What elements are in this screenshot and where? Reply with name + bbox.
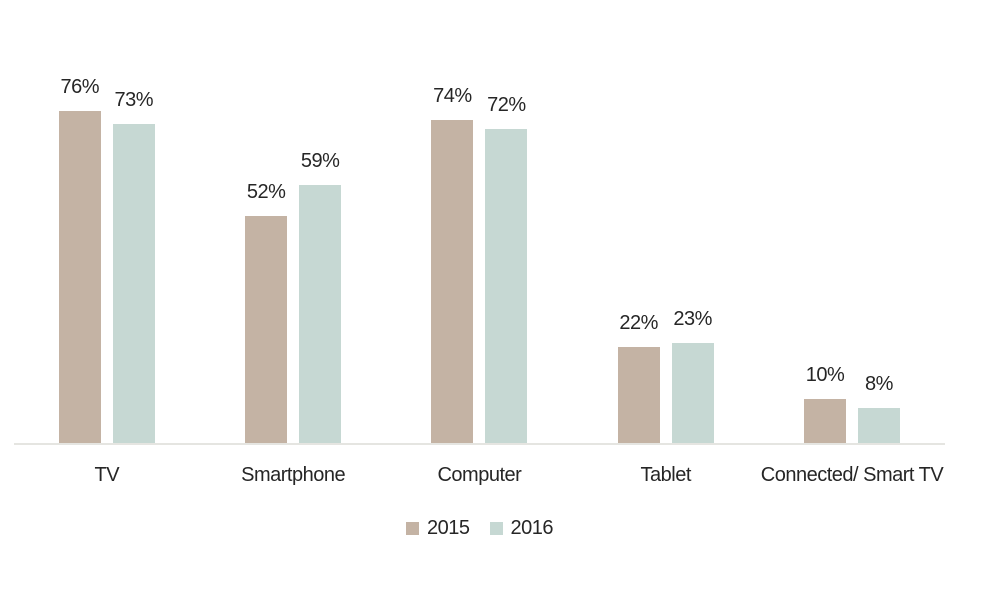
value-label-2015-connected-smart-tv: 10% xyxy=(805,364,845,386)
bar-2015-tv xyxy=(58,111,101,443)
value-label-2016-tablet: 23% xyxy=(673,308,712,330)
value-label-2016-smartphone: 59% xyxy=(300,150,340,172)
value-label-2015-smartphone: 52% xyxy=(246,181,286,203)
x-axis-line xyxy=(14,443,945,445)
category-label-tv: TV xyxy=(94,464,120,486)
category-label-connected-smart-tv: Connected/ Smart TV xyxy=(760,464,944,486)
bar-2016-tv xyxy=(112,124,155,443)
category-label-smartphone: Smartphone xyxy=(241,464,346,486)
value-label-2015-tablet: 22% xyxy=(619,312,658,334)
category-label-tablet: Tablet xyxy=(640,464,692,486)
bar-2015-smartphone xyxy=(245,216,288,443)
bar-2016-tablet xyxy=(671,343,714,443)
plot-area: 76% 73% 52% 59% 74% 72% 22% 23% 10% 8% xyxy=(58,76,900,443)
value-label-2016-tv: 73% xyxy=(114,89,154,111)
legend: 2015 2016 xyxy=(14,516,945,540)
legend-swatch-2016 xyxy=(489,521,503,535)
bar-2015-computer xyxy=(431,120,474,443)
value-label-2016-connected-smart-tv: 8% xyxy=(865,373,893,395)
category-label-computer: Computer xyxy=(437,464,522,486)
value-label-2016-computer: 72% xyxy=(487,94,526,116)
legend-label-2015: 2015 xyxy=(427,517,470,539)
bar-2016-computer xyxy=(485,129,528,443)
legend-item-2015: 2015 xyxy=(406,516,470,540)
bar-2015-tablet xyxy=(617,347,660,443)
value-label-2015-tv: 76% xyxy=(60,76,100,98)
value-label-2015-computer: 74% xyxy=(433,85,472,107)
bar-2016-smartphone xyxy=(299,185,342,443)
legend-swatch-2015 xyxy=(406,521,419,535)
category-labels: TV Smartphone Computer Tablet Connected/ Sma… xyxy=(0,463,1000,487)
bar-2016-connected-smart-tv xyxy=(858,408,900,443)
bar-2015-connected-smart-tv xyxy=(804,399,846,443)
legend-item-2016: 2016 xyxy=(489,516,554,540)
legend-label-2016: 2016 xyxy=(510,517,554,539)
